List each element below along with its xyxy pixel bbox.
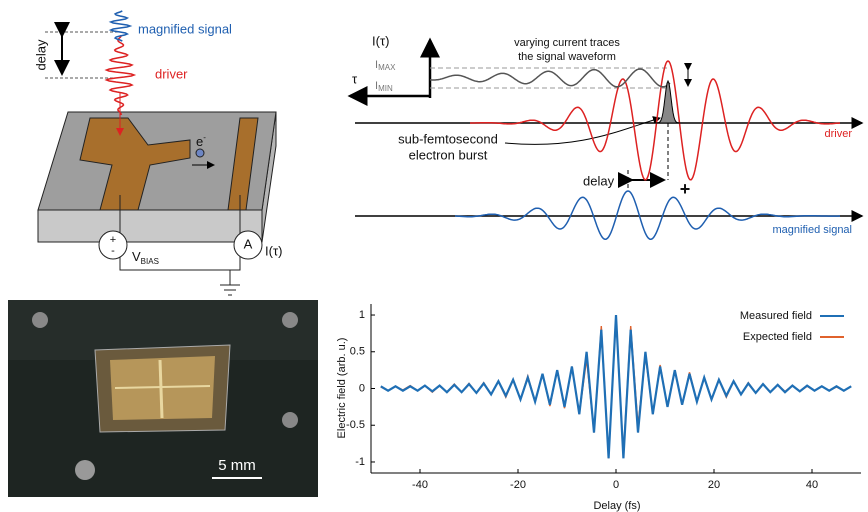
schematic: e- + - A VBIAS I(τ) delay magnified sign… (33, 21, 282, 296)
waveform (470, 60, 841, 181)
plus-sign: + (680, 179, 691, 199)
imax-sub: MAX (378, 63, 396, 72)
bias-minus: - (111, 245, 115, 257)
x-axis-label: Delay (fs) (593, 500, 640, 512)
delay-label: delay (583, 173, 615, 188)
driver-label: driver (824, 128, 852, 140)
legend-label: Measured field (740, 310, 812, 322)
waveform (455, 190, 840, 240)
axis-label: I(τ) (372, 33, 389, 48)
imin-label: IMIN (375, 80, 393, 93)
photo: 5 mm (8, 300, 318, 497)
tau-label: τ (352, 71, 358, 86)
legend-label: Expected field (743, 331, 812, 343)
x-tick-label: -20 (510, 479, 526, 491)
bias-label: VBIAS (132, 249, 159, 266)
burst-line: sub-femtosecond (398, 131, 498, 146)
burst-line: electron burst (409, 147, 488, 162)
data-line (380, 314, 852, 459)
delay-label: delay (33, 39, 48, 71)
imin-text: I (375, 80, 378, 92)
bias-plus: + (110, 234, 116, 246)
x-tick-label: -40 (412, 479, 428, 491)
bias-sub: BIAS (141, 257, 159, 266)
imax-label: IMAX (375, 59, 396, 72)
waveform (104, 34, 137, 116)
scale-label: 5 mm (218, 457, 256, 474)
y-tick-label: -0.5 (346, 419, 365, 431)
ammeter-label: A (244, 236, 253, 251)
waveform (108, 10, 133, 42)
chart: Delay (fs) Electric field (arb. u.) -1 -0… (336, 304, 861, 512)
imin-sub: MIN (378, 84, 393, 93)
y-tick-label: 0.5 (350, 346, 365, 358)
driver-label: driver (155, 66, 188, 81)
x-tick-label: 40 (806, 479, 818, 491)
electron-label: e- (196, 133, 206, 149)
waveform-diagram: I(τ) varying current traces the signal w… (347, 33, 864, 236)
imax-text: I (375, 59, 378, 71)
waveform (429, 68, 671, 88)
current-label: I(τ) (265, 243, 282, 258)
y-tick-label: 0 (359, 382, 365, 394)
signal-label: magnified signal (138, 21, 232, 36)
y-tick-label: -1 (355, 456, 365, 468)
electron-sup: - (203, 133, 206, 142)
electron-burst (652, 79, 684, 124)
bias-text: V (132, 249, 141, 264)
x-tick-label: 0 (613, 479, 619, 491)
x-tick-label: 20 (708, 479, 720, 491)
electron-text: e (196, 134, 203, 149)
signal-label: magnified signal (773, 224, 853, 236)
note-line: varying current traces (514, 37, 620, 49)
y-tick-label: 1 (359, 309, 365, 321)
y-axis-label: Electric field (arb. u.) (336, 338, 348, 439)
note-line: the signal waveform (518, 51, 616, 63)
